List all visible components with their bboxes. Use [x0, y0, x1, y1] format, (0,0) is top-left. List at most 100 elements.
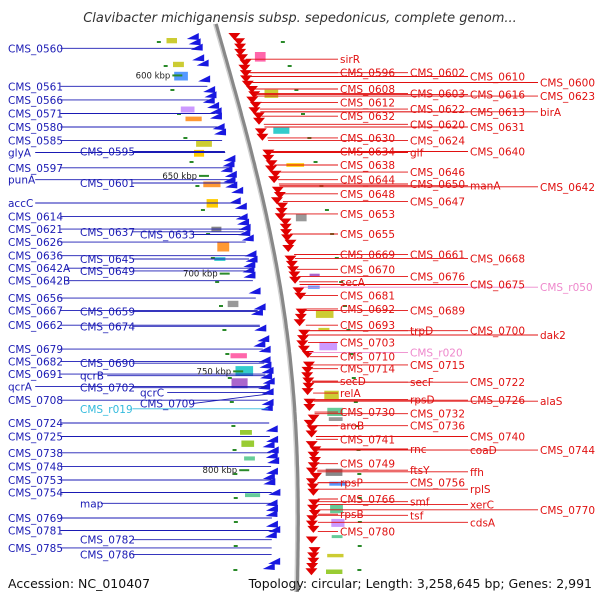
gene-label[interactable]: CMS_0642 — [540, 182, 595, 194]
gene-label[interactable]: CMS_0648 — [340, 189, 395, 201]
gene-label[interactable]: CMS_0626 — [8, 237, 63, 249]
gene-label[interactable]: CMS_0692 — [340, 304, 395, 316]
gene-label[interactable]: CMS_0646 — [410, 167, 465, 179]
gene-label[interactable]: birA — [540, 107, 562, 119]
gene-label[interactable]: cdsA — [470, 517, 496, 529]
gene-label[interactable]: alaS — [540, 396, 563, 408]
gene-label[interactable]: CMS_0744 — [540, 445, 595, 457]
gene-label[interactable]: CMS_0689 — [410, 306, 465, 318]
gene-label[interactable]: CMS_0616 — [470, 89, 525, 101]
gene-label[interactable]: CMS_0571 — [8, 109, 63, 121]
gene-label[interactable]: CMS_0659 — [80, 307, 135, 319]
gene-label[interactable]: CMS_0749 — [340, 459, 395, 471]
gene-label[interactable]: CMS_0608 — [340, 84, 395, 96]
gene-label[interactable]: CMS_0754 — [8, 488, 63, 500]
gene-label[interactable]: CMS_0624 — [410, 136, 465, 148]
gene-label[interactable]: CMS_0602 — [410, 68, 465, 80]
gene-label[interactable]: CMS_0669 — [340, 250, 395, 262]
gene-label[interactable]: CMS_0613 — [470, 107, 525, 119]
gene-label[interactable]: CMS_0601 — [80, 178, 135, 190]
gene-label[interactable]: dak2 — [540, 330, 566, 342]
gene-label[interactable]: CMS_0693 — [340, 320, 395, 332]
gene-label[interactable]: CMS_r020 — [410, 347, 463, 359]
gene-label[interactable]: CMS_0756 — [410, 478, 465, 490]
gene-label[interactable]: smf — [410, 497, 430, 509]
gene-label[interactable]: CMS_0610 — [470, 72, 525, 84]
gene-label[interactable]: CMS_0644 — [340, 175, 395, 187]
gene-label[interactable]: CMS_0670 — [340, 264, 395, 276]
gene-label[interactable]: CMS_0655 — [340, 229, 395, 241]
gene-label[interactable]: CMS_0732 — [410, 409, 465, 421]
gene-label[interactable]: CMS_0725 — [8, 432, 63, 444]
gene-label[interactable]: CMS_0622 — [410, 104, 465, 116]
gene-label[interactable]: CMS_0715 — [410, 360, 465, 372]
gene-label[interactable]: CMS_0769 — [8, 513, 63, 525]
gene-label[interactable]: CMS_0710 — [340, 352, 395, 364]
gene-label[interactable]: CMS_0638 — [340, 160, 395, 172]
gene-label[interactable]: qcrC — [140, 388, 164, 400]
gene-label[interactable]: CMS_0766 — [340, 494, 395, 506]
gene-label[interactable]: glf — [410, 148, 424, 160]
gene-label[interactable]: CMS_0585 — [8, 136, 63, 148]
gene-label[interactable]: CMS_0623 — [540, 91, 595, 103]
gene-label[interactable]: CMS_0656 — [8, 293, 63, 305]
gene-label[interactable]: CMS_0675 — [470, 280, 525, 292]
gene-label[interactable]: qcrA — [8, 382, 33, 394]
gene-label[interactable]: CMS_0561 — [8, 81, 63, 93]
gene-label[interactable]: CMS_0662 — [8, 320, 63, 332]
gene-label[interactable]: sirR — [340, 54, 360, 66]
gene-label[interactable]: CMS_0645 — [80, 254, 135, 266]
gene-label[interactable]: CMS_0703 — [340, 338, 395, 350]
gene-label[interactable]: CMS_r019 — [80, 404, 133, 416]
gene-label[interactable]: CMS_0785 — [8, 543, 63, 555]
gene-label[interactable]: CMS_0753 — [8, 475, 63, 487]
gene-label[interactable]: CMS_0782 — [80, 535, 135, 547]
gene-label[interactable]: CMS_0740 — [470, 432, 525, 444]
gene-label[interactable]: CMS_0650 — [410, 179, 465, 191]
gene-label[interactable]: CMS_0736 — [410, 421, 465, 433]
gene-label[interactable]: CMS_0781 — [8, 526, 63, 538]
gene-label[interactable]: CMS_0708 — [8, 395, 63, 407]
gene-label[interactable]: CMS_0637 — [80, 227, 135, 239]
gene-label[interactable]: CMS_0690 — [80, 358, 135, 370]
gene-label[interactable]: CMS_r050 — [540, 282, 593, 294]
gene-label[interactable]: CMS_0620 — [410, 119, 465, 131]
gene-label[interactable]: map — [80, 498, 104, 510]
gene-label[interactable]: CMS_0630 — [340, 133, 395, 145]
gene-label[interactable]: CMS_0596 — [340, 68, 395, 80]
gene-label[interactable]: ftsY — [410, 465, 430, 477]
gene-label[interactable]: tsf — [410, 510, 424, 522]
gene-label[interactable]: glyA — [8, 148, 32, 160]
gene-label[interactable]: rpsB — [340, 509, 364, 521]
gene-label[interactable]: CMS_0682 — [8, 357, 63, 369]
gene-label[interactable]: CMS_0748 — [8, 461, 63, 473]
gene-label[interactable]: CMS_0580 — [8, 122, 63, 134]
gene-label[interactable]: CMS_0741 — [340, 434, 395, 446]
gene-label[interactable]: CMS_0786 — [80, 549, 135, 561]
gene-label[interactable]: CMS_0612 — [340, 98, 395, 110]
gene-label[interactable]: CMS_0621 — [8, 224, 63, 236]
gene-label[interactable]: CMS_0738 — [8, 448, 63, 460]
gene-label[interactable]: secA — [340, 277, 366, 289]
gene-label[interactable]: CMS_0636 — [8, 251, 63, 263]
gene-label[interactable]: CMS_0770 — [540, 505, 595, 517]
gene-label[interactable]: CMS_0674 — [80, 321, 135, 333]
gene-label[interactable]: secD — [340, 376, 366, 388]
gene-label[interactable]: CMS_0600 — [540, 78, 595, 90]
gene-label[interactable]: qcrB — [80, 371, 104, 383]
gene-label[interactable]: rpsP — [340, 478, 363, 490]
gene-label[interactable]: CMS_0634 — [340, 147, 395, 159]
gene-label[interactable]: CMS_0642B — [8, 276, 70, 288]
gene-label[interactable]: CMS_0661 — [410, 250, 465, 262]
gene-label[interactable]: trpD — [410, 326, 433, 338]
gene-label[interactable]: CMS_0724 — [8, 418, 63, 430]
gene-label[interactable]: ffh — [470, 467, 484, 479]
gene-label[interactable]: CMS_0726 — [470, 395, 525, 407]
gene-label[interactable]: manA — [470, 181, 501, 193]
gene-label[interactable]: coaD — [470, 445, 497, 457]
gene-label[interactable]: CMS_0691 — [8, 369, 63, 381]
gene-label[interactable]: CMS_0631 — [470, 122, 525, 134]
gene-label[interactable]: rnc — [410, 444, 427, 456]
gene-label[interactable]: punA — [8, 175, 36, 187]
gene-label[interactable]: CMS_0597 — [8, 163, 63, 175]
